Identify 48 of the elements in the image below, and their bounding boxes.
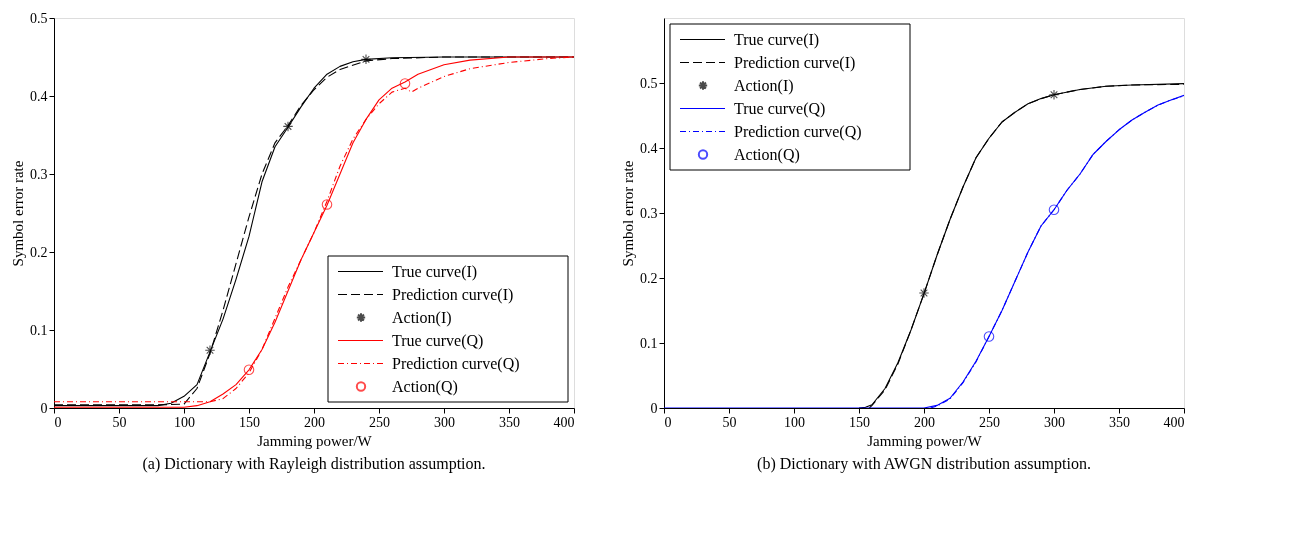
y-tick-label: 0.4: [30, 88, 48, 104]
text: (b) Dictionary with AWGN distribution assumption.: [757, 455, 1091, 473]
text: (a) Dictionary with Rayleigh distribution assumption.: [142, 455, 486, 473]
x-tick-label: 300: [1044, 414, 1065, 430]
y-axis-title: Symbol error rate: [620, 160, 636, 267]
y-tick-label: 0: [40, 400, 48, 416]
legend-label: Prediction curve(I): [392, 285, 514, 304]
x-tick-label: 350: [499, 414, 520, 430]
x-tick-label: 250: [369, 414, 390, 430]
x-axis-title: Jamming power/W: [867, 432, 983, 449]
y-tick-label: 0.4: [640, 140, 658, 156]
legend-label: Action(I): [734, 76, 794, 95]
x-axis-title: Jamming power/W: [257, 432, 373, 449]
x-tick-label: 300: [434, 414, 455, 430]
x-tick-label: 400: [553, 414, 575, 430]
x-tick-label: 50: [722, 414, 737, 430]
x-tick-label: 0: [664, 414, 672, 430]
x-tick-label: 0: [54, 414, 62, 430]
legend-label: True curve(Q): [392, 331, 484, 350]
legend-label: Action(Q): [734, 145, 800, 164]
legend-label: True curve(I): [734, 30, 820, 49]
x-tick-label: 150: [849, 414, 870, 430]
y-tick-label: 0.3: [640, 205, 658, 221]
x-tick-label: 150: [239, 414, 260, 430]
y-tick-label: 0.5: [640, 75, 658, 91]
y-tick-label: 0.5: [30, 10, 48, 26]
legend-label: Prediction curve(I): [734, 53, 856, 72]
x-tick-label: 200: [304, 414, 325, 430]
x-tick-label: 100: [784, 414, 805, 430]
x-tick-label: 100: [174, 414, 195, 430]
legend-label: Prediction curve(Q): [392, 354, 520, 373]
legend-label: True curve(Q): [734, 99, 826, 118]
legend-label: True curve(I): [392, 262, 478, 281]
y-tick-label: 0.2: [30, 244, 48, 260]
y-tick-label: 0.2: [640, 270, 658, 286]
x-tick-label: 250: [979, 414, 1000, 430]
legend-label: Prediction curve(Q): [734, 122, 862, 141]
x-tick-label: 50: [112, 414, 127, 430]
y-tick-label: 0.3: [30, 166, 48, 182]
x-tick-label: 400: [1163, 414, 1185, 430]
x-tick-label: 200: [914, 414, 935, 430]
y-axis-title: Symbol error rate: [10, 160, 26, 267]
y-tick-label: 0: [650, 400, 658, 416]
legend-label: Action(Q): [392, 377, 458, 396]
legend-label: Action(I): [392, 308, 452, 327]
x-tick-label: 350: [1109, 414, 1130, 430]
y-tick-label: 0.1: [30, 322, 48, 338]
y-tick-label: 0.1: [640, 335, 658, 351]
